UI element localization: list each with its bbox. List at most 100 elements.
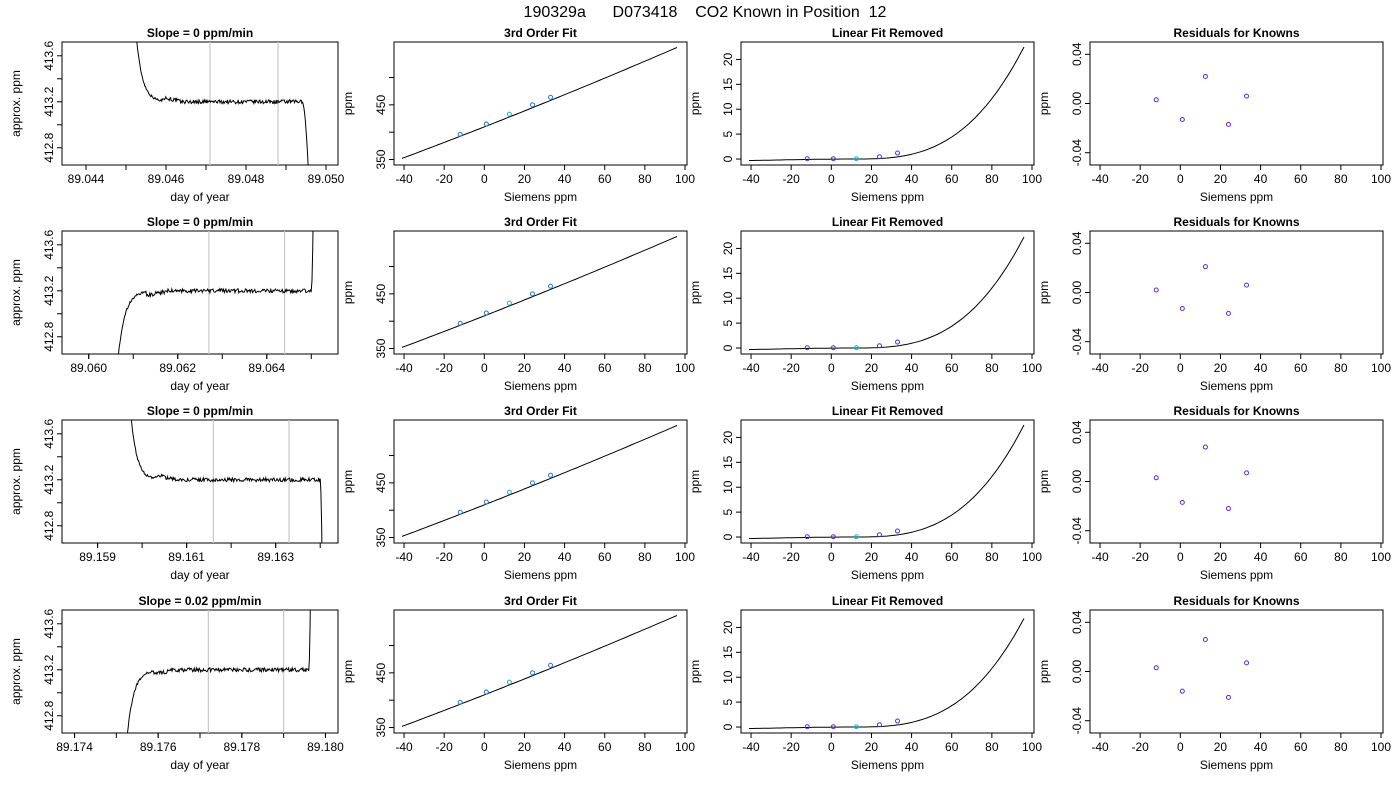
plot-area <box>1153 73 1250 127</box>
y-tick-label: 412.8 <box>42 700 56 730</box>
x-tick-label: -20 <box>1131 550 1149 564</box>
data-point <box>483 689 489 695</box>
x-tick-label: -20 <box>782 361 800 375</box>
residual-curve <box>749 236 1025 350</box>
x-tick-label: 40 <box>905 172 919 186</box>
data-point <box>830 345 836 351</box>
y-tick-label: -0.04 <box>1070 139 1084 167</box>
y-tick-label: 0 <box>721 533 735 540</box>
data-point <box>853 724 859 730</box>
x-tick-label: -40 <box>395 740 413 754</box>
y-axis: 0 5 10 15 20 ppm <box>688 241 741 351</box>
y-axis-label: ppm <box>341 470 355 493</box>
x-tick-label: 60 <box>945 172 959 186</box>
x-tick-label: 0 <box>1177 172 1184 186</box>
data-point <box>548 283 554 289</box>
y-tick-label: 15 <box>721 645 735 659</box>
y-tick-label: 450 <box>374 95 388 115</box>
x-axis: -40 -20 0 20 40 60 80 100 Siemens ppm <box>395 733 695 772</box>
x-tick-label: -20 <box>782 172 800 186</box>
y-tick-label: 10 <box>721 670 735 684</box>
y-tick-label: 10 <box>721 102 735 116</box>
data-point <box>876 532 882 538</box>
x-tick-label: -20 <box>435 550 453 564</box>
panel-0-3: Residuals for Knowns -40 -20 0 20 40 60 80 100 Si… <box>1037 26 1391 204</box>
y-tick-label: 5 <box>721 698 735 705</box>
plot-area <box>749 46 1025 162</box>
panel-title: Linear Fit Removed <box>832 26 943 40</box>
residual-point <box>1179 499 1185 505</box>
x-tick-label: 89.174 <box>56 740 93 754</box>
x-tick-label: 89.161 <box>168 550 205 564</box>
data-point <box>457 131 463 137</box>
x-tick-label: -20 <box>435 361 453 375</box>
panel-title: 3rd Order Fit <box>504 594 577 608</box>
x-tick-label: -40 <box>742 550 760 564</box>
y-tick-label: 413.2 <box>42 654 56 684</box>
x-tick-label: 20 <box>865 361 879 375</box>
x-tick-label: 60 <box>1294 740 1308 754</box>
data-point <box>548 94 554 100</box>
y-tick-label: -0.04 <box>1070 328 1084 356</box>
x-tick-label: 0 <box>1177 361 1184 375</box>
y-tick-label: 413.2 <box>42 275 56 305</box>
x-tick-label: 89.159 <box>79 550 116 564</box>
y-tick-label: 413.2 <box>42 464 56 494</box>
x-tick-label: 100 <box>675 740 695 754</box>
x-tick-label: 89.044 <box>68 172 105 186</box>
x-tick-label: 0 <box>1177 550 1184 564</box>
y-axis: 350 450 ppm <box>341 455 394 548</box>
x-tick-label: 60 <box>598 361 612 375</box>
x-axis: -40 -20 0 20 40 60 80 100 Siemens ppm <box>742 165 1042 204</box>
x-tick-label: 60 <box>1294 550 1308 564</box>
plot-area <box>130 420 323 543</box>
x-tick-label: 60 <box>598 172 612 186</box>
x-axis-label: Siemens ppm <box>851 190 924 204</box>
raw-trace <box>117 231 314 354</box>
x-tick-label: -20 <box>782 740 800 754</box>
x-axis-label: Siemens ppm <box>1200 568 1273 582</box>
residual-curve <box>749 46 1025 161</box>
x-axis-label: day of year <box>170 758 229 772</box>
x-tick-label: 20 <box>518 550 532 564</box>
y-tick-label: 0.00 <box>1070 659 1084 683</box>
y-axis-label: ppm <box>688 660 702 683</box>
x-tick-label: 100 <box>1371 172 1391 186</box>
x-tick-label: 89.046 <box>148 172 185 186</box>
x-tick-label: 80 <box>985 740 999 754</box>
x-axis: -40 -20 0 20 40 60 80 100 Siemens ppm <box>1091 165 1391 204</box>
x-tick-label: 100 <box>1022 361 1042 375</box>
data-point <box>876 154 882 160</box>
x-tick-label: 100 <box>1022 740 1042 754</box>
x-tick-label: 40 <box>558 172 572 186</box>
data-point <box>876 343 882 349</box>
y-axis: 350 450 ppm <box>341 266 394 359</box>
x-tick-label: 0 <box>828 740 835 754</box>
y-tick-label: 15 <box>721 455 735 469</box>
x-axis-label: day of year <box>170 190 229 204</box>
panel-2-2: Linear Fit Removed-40 -20 0 20 40 60 80 100Siem… <box>688 404 1042 582</box>
x-axis-label: Siemens ppm <box>1200 379 1273 393</box>
plot-area <box>401 236 678 348</box>
data-point <box>853 345 859 351</box>
x-tick-label: 0 <box>828 172 835 186</box>
y-tick-label: 413.6 <box>42 418 56 448</box>
residual-point <box>1153 665 1159 671</box>
y-axis-label: ppm <box>688 281 702 304</box>
fit-curve <box>401 236 678 348</box>
x-tick-label: 20 <box>518 172 532 186</box>
x-tick-label: 89.062 <box>159 361 196 375</box>
y-tick-label: 0.00 <box>1070 280 1084 304</box>
residual-point <box>1202 73 1208 79</box>
y-tick-label: 413.6 <box>42 229 56 259</box>
y-axis: 412.8 413.2 413.6 approx. ppm <box>9 418 62 541</box>
data-point <box>548 472 554 478</box>
y-tick-label: 412.8 <box>42 132 56 162</box>
x-tick-label: 20 <box>518 361 532 375</box>
x-tick-label: -40 <box>395 550 413 564</box>
panel-title: Residuals for Knowns <box>1173 215 1299 229</box>
residual-point <box>1202 637 1208 643</box>
panel-title: Residuals for Knowns <box>1173 26 1299 40</box>
